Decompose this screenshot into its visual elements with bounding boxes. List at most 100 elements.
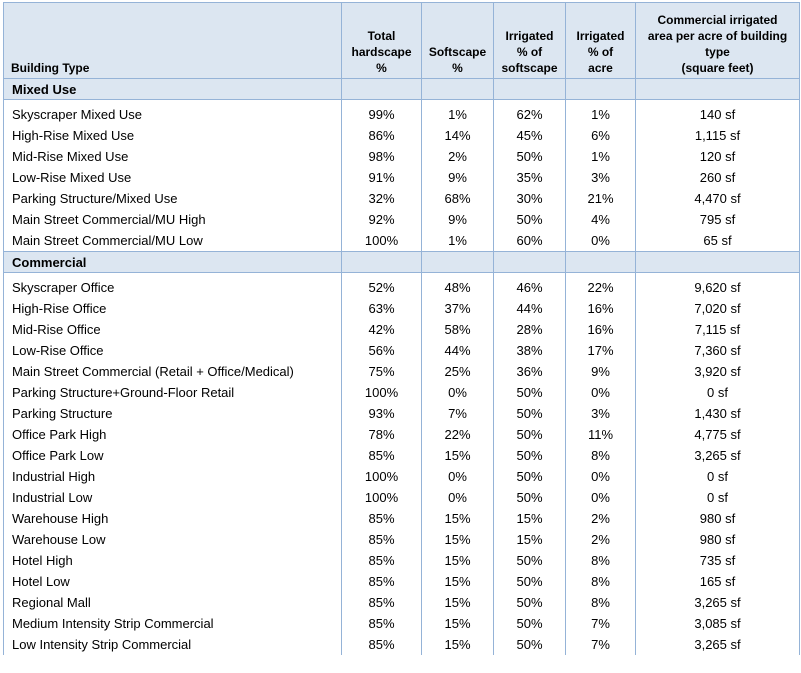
building-type-cell: Parking Structure [3,403,342,424]
irrigated-acre-cell: 0% [565,466,636,487]
softscape-cell: 15% [421,508,494,529]
irrigated-area-cell: 795 sf [635,209,800,230]
softscape-cell: 15% [421,571,494,592]
irrigated-acre-cell: 8% [565,550,636,571]
irrigated-softscape-cell: 36% [493,361,566,382]
table-row: High-Rise Office 63% 37% 44% 16% 7,020 sf [3,298,800,319]
section-cell [565,251,636,273]
softscape-cell: 15% [421,529,494,550]
building-type-cell: Main Street Commercial/MU High [3,209,342,230]
table-row: Hotel Low 85% 15% 50% 8% 165 sf [3,571,800,592]
irrigated-softscape-cell: 50% [493,209,566,230]
table-row: Office Park Low 85% 15% 50% 8% 3,265 sf [3,445,800,466]
irrigated-softscape-cell: 50% [493,146,566,167]
table-row: High-Rise Mixed Use 86% 14% 45% 6% 1,115 sf [3,125,800,146]
header-total-hardscape: Total hardscape % [341,2,422,79]
irrigated-area-cell: 140 sf [635,99,800,125]
irrigated-softscape-cell: 50% [493,571,566,592]
irrigated-softscape-cell: 15% [493,508,566,529]
section-cell [565,78,636,100]
irrigated-softscape-cell: 50% [493,550,566,571]
softscape-cell: 68% [421,188,494,209]
total-hardscape-cell: 98% [341,146,422,167]
section-title: Mixed Use [3,78,342,100]
table-row: Regional Mall 85% 15% 50% 8% 3,265 sf [3,592,800,613]
building-type-cell: Mid-Rise Office [3,319,342,340]
irrigated-softscape-cell: 62% [493,99,566,125]
table-row: Parking Structure 93% 7% 50% 3% 1,430 sf [3,403,800,424]
irrigated-area-cell: 260 sf [635,167,800,188]
table-row: Low-Rise Mixed Use 91% 9% 35% 3% 260 sf [3,167,800,188]
irrigated-acre-cell: 7% [565,613,636,634]
total-hardscape-cell: 85% [341,508,422,529]
softscape-cell: 0% [421,466,494,487]
section-cell [493,78,566,100]
building-type-cell: Skyscraper Office [3,272,342,298]
irrigated-softscape-cell: 30% [493,188,566,209]
total-hardscape-cell: 85% [341,571,422,592]
building-type-cell: Parking Structure/Mixed Use [3,188,342,209]
section-row: Commercial [3,251,800,273]
softscape-cell: 44% [421,340,494,361]
irrigated-acre-cell: 2% [565,508,636,529]
building-type-cell: Low-Rise Mixed Use [3,167,342,188]
irrigated-softscape-cell: 50% [493,487,566,508]
irrigated-area-cell: 980 sf [635,508,800,529]
building-type-cell: Low-Rise Office [3,340,342,361]
softscape-cell: 14% [421,125,494,146]
irrigated-acre-cell: 16% [565,319,636,340]
table-row: Low-Rise Office 56% 44% 38% 17% 7,360 sf [3,340,800,361]
section-cell [421,78,494,100]
softscape-cell: 7% [421,403,494,424]
irrigated-area-cell: 165 sf [635,571,800,592]
irrigated-area-cell: 1,430 sf [635,403,800,424]
irrigated-acre-cell: 3% [565,403,636,424]
irrigated-acre-cell: 0% [565,230,636,252]
section-cell [421,251,494,273]
irrigated-area-cell: 9,620 sf [635,272,800,298]
softscape-cell: 15% [421,592,494,613]
irrigated-acre-cell: 1% [565,146,636,167]
irrigated-softscape-cell: 50% [493,403,566,424]
building-type-cell: Warehouse Low [3,529,342,550]
softscape-cell: 15% [421,634,494,655]
irrigated-area-cell: 3,265 sf [635,592,800,613]
building-type-cell: Medium Intensity Strip Commercial [3,613,342,634]
table-row: Skyscraper Mixed Use 99% 1% 62% 1% 140 sf [3,99,800,125]
total-hardscape-cell: 99% [341,99,422,125]
table-row: Main Street Commercial/MU Low 100% 1% 60% 0%… [3,230,800,252]
irrigated-area-cell: 0 sf [635,382,800,403]
total-hardscape-cell: 100% [341,466,422,487]
table-row: Low Intensity Strip Commercial 85% 15% 50% 7… [3,634,800,655]
header-softscape: Softscape % [421,2,494,79]
irrigated-area-cell: 0 sf [635,487,800,508]
building-type-cell: High-Rise Office [3,298,342,319]
total-hardscape-cell: 78% [341,424,422,445]
irrigated-softscape-cell: 45% [493,125,566,146]
irrigated-softscape-cell: 35% [493,167,566,188]
softscape-cell: 1% [421,230,494,252]
irrigated-acre-cell: 3% [565,167,636,188]
irrigated-acre-cell: 8% [565,445,636,466]
irrigated-acre-cell: 8% [565,571,636,592]
softscape-cell: 15% [421,613,494,634]
table-header: Building Type Total hardscape % Softscap… [3,2,800,79]
section-title: Commercial [3,251,342,273]
softscape-cell: 9% [421,167,494,188]
irrigated-acre-cell: 17% [565,340,636,361]
irrigated-acre-cell: 7% [565,634,636,655]
total-hardscape-cell: 86% [341,125,422,146]
total-hardscape-cell: 42% [341,319,422,340]
irrigated-acre-cell: 2% [565,529,636,550]
irrigated-acre-cell: 1% [565,99,636,125]
irrigated-softscape-cell: 46% [493,272,566,298]
building-type-cell: Office Park Low [3,445,342,466]
softscape-cell: 15% [421,550,494,571]
total-hardscape-cell: 100% [341,487,422,508]
softscape-cell: 9% [421,209,494,230]
irrigated-area-cell: 7,115 sf [635,319,800,340]
total-hardscape-cell: 85% [341,445,422,466]
total-hardscape-cell: 56% [341,340,422,361]
table-row: Main Street Commercial (Retail + Office/… [3,361,800,382]
irrigated-area-cell: 4,470 sf [635,188,800,209]
